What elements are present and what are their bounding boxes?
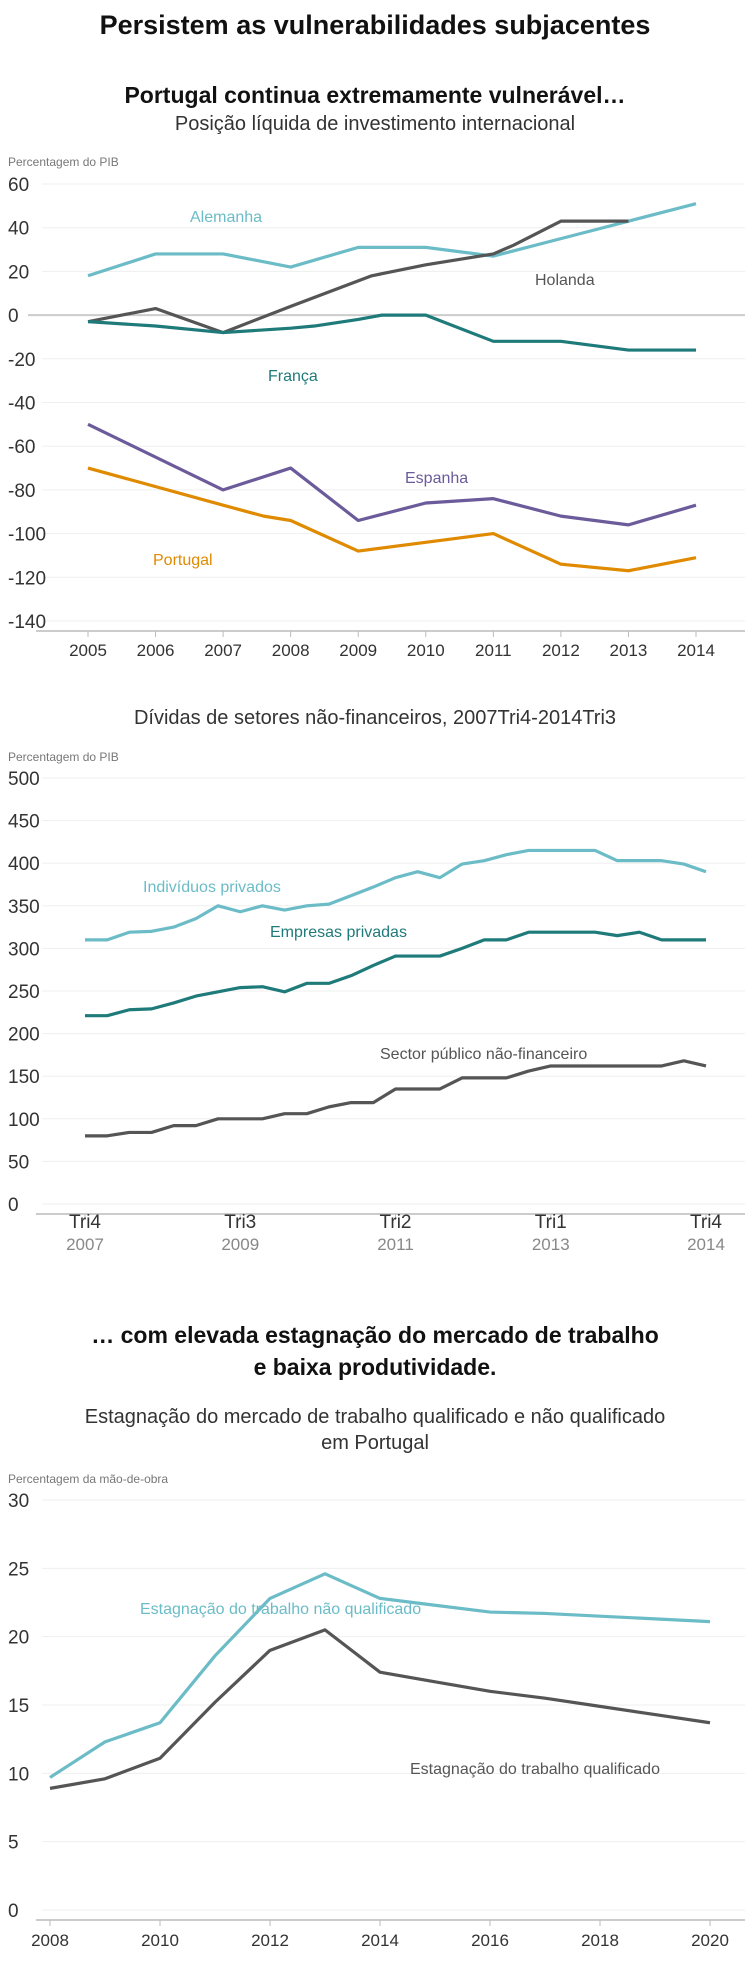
chart1-title: Posição líquida de investimento internac…: [174, 113, 576, 135]
chart2-y-tick: 150: [8, 1067, 40, 1088]
chart3-series-label: Estagnação do trabalho não qualificado: [140, 1601, 421, 1618]
chart2-title: Dívidas de setores não-financeiros, 2007…: [133, 707, 617, 729]
section1-heading: Portugal continua extremamente vulneráve…: [124, 82, 626, 108]
chart2-y-tick: 500: [8, 769, 40, 790]
chart1-x-tick: 2009: [339, 641, 377, 660]
chart2-series-label: Indivíduos privados: [143, 879, 281, 896]
chart1-y-tick: -140: [8, 612, 46, 633]
chart1-series-label: França: [268, 368, 318, 385]
chart1-series-label: Holanda: [535, 272, 595, 289]
chart2-series-line: [85, 930, 706, 1018]
chart2-y-axis-label: Percentagem do PIB: [8, 750, 119, 764]
chart1-series-line: [87, 219, 629, 335]
chart3-series-line: [49, 1572, 711, 1779]
chart3-y-tick: 25: [8, 1559, 29, 1580]
chart3-x-tick: 2012: [251, 1931, 289, 1950]
chart3-series-label: Estagnação do trabalho qualificado: [410, 1761, 660, 1778]
chart3-x-tick: 2016: [471, 1931, 509, 1950]
chart2-y-tick: 250: [8, 982, 40, 1003]
chart2-y-tick: 350: [8, 897, 40, 918]
page-title: Persistem as vulnerabilidades subjacente…: [99, 10, 651, 40]
chart1-series-label: Espanha: [405, 470, 468, 487]
chart1-series-line: [87, 313, 696, 352]
chart3-y-axis-label: Percentagem da mão-de-obra: [8, 1472, 168, 1486]
chart3-title-line2: em Portugal: [321, 1432, 429, 1454]
chart2-y-tick: 200: [8, 1025, 40, 1046]
chart2-series-label: Sector público não-financeiro: [380, 1046, 587, 1063]
chart3-y-tick: 15: [8, 1696, 29, 1717]
chart2-x-tick-year: 2014: [687, 1235, 725, 1254]
chart1-y-tick: -40: [8, 394, 35, 415]
section2-heading-line2: e baixa produtividade.: [253, 1354, 497, 1380]
chart1-series-line: [87, 422, 697, 527]
chart1-x-tick: 2006: [137, 641, 175, 660]
chart2-y-tick: 0: [8, 1195, 19, 1216]
chart3-y-tick: 30: [8, 1491, 29, 1512]
chart1-y-axis-label: Percentagem do PIB: [8, 155, 119, 169]
chart1-x-tick: 2013: [610, 641, 648, 660]
chart2-series-line: [85, 848, 707, 942]
chart1-series-label: Portugal: [153, 552, 213, 569]
chart2-x-tick-year: 2013: [532, 1235, 570, 1254]
chart2-x-tick-year: 2007: [66, 1235, 104, 1254]
chart2-series-line: [85, 1059, 707, 1138]
chart2-y-tick: 300: [8, 939, 40, 960]
chart3-y-tick: 10: [8, 1764, 29, 1785]
chart1-x-tick: 2008: [272, 641, 310, 660]
chart1-y-tick: -100: [8, 525, 46, 546]
chart3-series-line: [49, 1628, 711, 1790]
chart3-x-tick: 2020: [691, 1931, 729, 1950]
chart2-x-tick-year: 2011: [377, 1235, 414, 1254]
chart3-x-tick: 2010: [141, 1931, 179, 1950]
chart2-y-tick: 450: [8, 812, 40, 833]
chart2-x-tick-quarter: Tri1: [535, 1212, 567, 1233]
chart1-x-tick: 2012: [542, 641, 580, 660]
chart2-y-tick: 400: [8, 854, 40, 875]
chart1-series-line: [87, 466, 697, 573]
chart1-y-tick: -60: [8, 437, 35, 458]
chart3-y-tick: 5: [8, 1833, 19, 1854]
chart1-y-tick: 40: [8, 219, 29, 240]
chart3-title-line1: Estagnação do mercado de trabalho qualif…: [84, 1406, 666, 1428]
chart1-x-tick: 2014: [677, 641, 715, 660]
section2-heading-line1: … com elevada estagnação do mercado de t…: [91, 1322, 659, 1348]
chart1-x-tick: 2010: [407, 641, 445, 660]
chart2-series-label: Empresas privadas: [270, 924, 407, 941]
chart1-y-tick: 0: [8, 306, 19, 327]
chart2-x-tick-quarter: Tri4: [690, 1212, 722, 1233]
chart2-x-tick-quarter: Tri4: [69, 1212, 101, 1233]
chart1-x-tick: 2007: [204, 641, 242, 660]
chart1-y-tick: -20: [8, 350, 35, 371]
chart1-x-tick: 2005: [69, 641, 107, 660]
chart1-y-tick: 60: [8, 175, 29, 196]
chart3-x-tick: 2008: [31, 1931, 69, 1950]
chart1-x-tick: 2011: [475, 641, 512, 660]
chart3-x-tick: 2014: [361, 1931, 399, 1950]
chart2-x-tick-year: 2009: [221, 1235, 259, 1254]
chart1-series-line: [87, 202, 697, 278]
chart2-y-tick: 50: [8, 1152, 29, 1173]
chart2-y-tick: 100: [8, 1110, 40, 1131]
chart3-y-tick: 0: [8, 1901, 19, 1922]
chart1-y-tick: -120: [8, 568, 46, 589]
chart1-y-tick: -80: [8, 481, 35, 502]
chart1-series-label: Alemanha: [190, 209, 262, 226]
chart2-x-tick-quarter: Tri2: [379, 1212, 411, 1233]
chart2-x-tick-quarter: Tri3: [224, 1212, 256, 1233]
chart3-y-tick: 20: [8, 1628, 29, 1649]
chart3-x-tick: 2018: [581, 1931, 619, 1950]
chart1-y-tick: 20: [8, 262, 29, 283]
